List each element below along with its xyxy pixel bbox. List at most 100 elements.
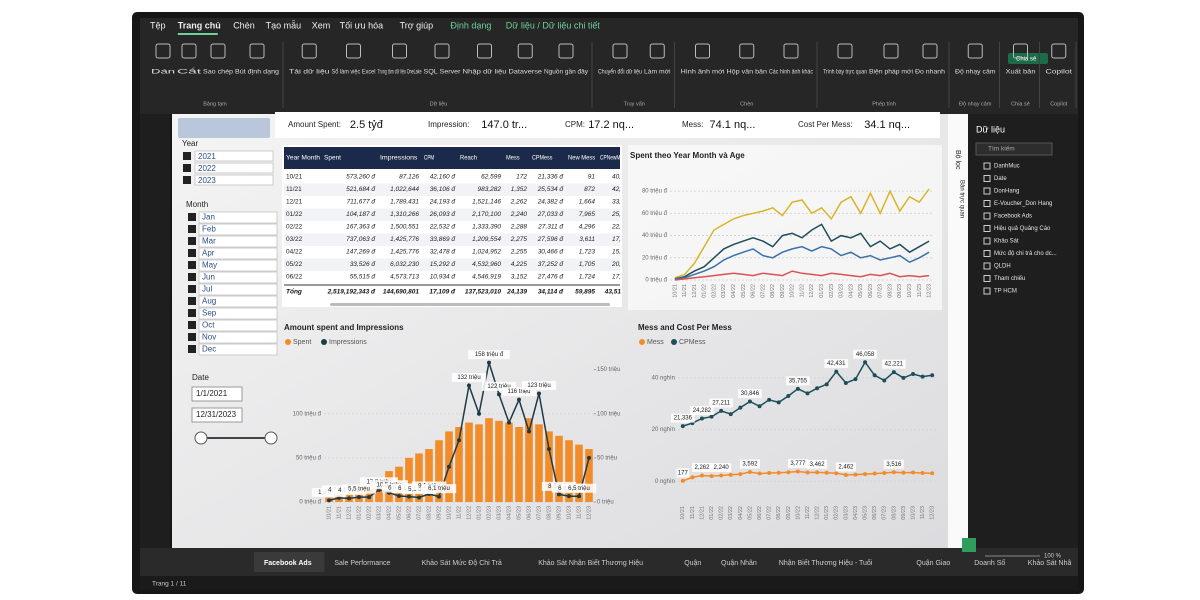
checkbox[interactable] (188, 321, 196, 329)
ribbon-tab[interactable]: Trang chủ (178, 20, 221, 30)
page-tab[interactable]: Sale Performance (334, 560, 390, 567)
table-header-cell[interactable]: Year Month (286, 155, 320, 162)
field[interactable]: Hiệu quả Quảng Cáo (994, 226, 1051, 232)
ribbon-button[interactable]: Xuất bản (1006, 70, 1036, 76)
side-tab[interactable]: Bộ lọc (954, 150, 961, 170)
ribbon-tab[interactable]: Dữ liệu / Dữ liệu chi tiết (506, 20, 601, 30)
ribbon-button[interactable]: Hình ảnh mới (681, 70, 725, 76)
slicer-item[interactable]: Jul (202, 285, 212, 294)
ribbon-button[interactable]: Làm mới (644, 70, 671, 76)
checkbox[interactable] (188, 225, 196, 233)
ribbon-button[interactable]: Sổ làm việc Excel (332, 69, 376, 76)
field[interactable]: Khảo Sát (994, 239, 1019, 245)
slicer-item-bg[interactable] (198, 283, 278, 296)
ribbon-tab[interactable]: Tệp (150, 20, 166, 30)
share-label[interactable]: Chia sẻ (1016, 57, 1037, 63)
checkbox[interactable] (188, 261, 196, 269)
table-header-cell[interactable]: Mess (506, 155, 520, 162)
date-start[interactable]: 1/1/2021 (196, 389, 228, 398)
table-header-cell[interactable]: Reach (460, 155, 477, 162)
field[interactable]: QLDH (994, 264, 1011, 270)
table-header-cell[interactable]: Impressions (380, 155, 418, 162)
active-page-tab[interactable] (254, 552, 325, 572)
add-page[interactable] (962, 538, 976, 552)
ribbon-tab[interactable]: Chèn (233, 20, 255, 30)
slicer-item-bg[interactable] (194, 150, 274, 162)
range-handle[interactable] (194, 431, 208, 445)
checkbox[interactable] (188, 237, 196, 245)
slicer-item[interactable]: 2022 (198, 164, 216, 173)
slicer-item-bg[interactable] (198, 247, 278, 260)
page-tab[interactable]: Quận Nhân (721, 560, 757, 567)
page-tab[interactable]: Khảo Sát Nhận Biết Thương Hiệu (538, 558, 643, 567)
filters-pane[interactable] (948, 114, 968, 548)
date-box[interactable] (191, 386, 243, 402)
slicer-item[interactable]: Dec (202, 345, 216, 354)
ribbon-button[interactable]: Nguồn gần đây (544, 70, 588, 76)
ribbon-button[interactable]: Trình bày trực quan (823, 70, 867, 76)
ribbon-button[interactable]: Hộp văn bản (727, 70, 768, 76)
ribbon-button[interactable]: Độ nhạy cảm (955, 70, 996, 76)
ribbon-button[interactable]: SQL Server (424, 70, 461, 76)
slicer-item-bg[interactable] (198, 271, 278, 284)
field[interactable]: Mức độ chi trả cho dc... (994, 251, 1057, 257)
ribbon-tab[interactable]: Tối ưu hóa (340, 20, 384, 30)
table-header-cell[interactable]: CPM (424, 155, 434, 162)
date-box[interactable] (191, 407, 243, 423)
field[interactable]: DonHang (994, 189, 1019, 195)
scrollbar[interactable] (330, 303, 610, 306)
slicer-item-bg[interactable] (198, 295, 278, 308)
checkbox[interactable] (183, 152, 191, 160)
ribbon-button[interactable]: Nhập dữ liệu (463, 70, 507, 76)
slicer-item[interactable]: 2023 (198, 176, 216, 185)
ribbon-button[interactable]: Tải dữ liệu (289, 70, 330, 76)
slicer-item-bg[interactable] (198, 343, 278, 356)
field[interactable]: E-Voucher_Don Hang (994, 201, 1052, 207)
checkbox[interactable] (183, 164, 191, 172)
page-tab[interactable]: Quận Giao (916, 560, 950, 567)
slicer-item[interactable]: Sep (202, 309, 217, 318)
slicer-item[interactable]: Oct (202, 321, 215, 330)
checkbox[interactable] (183, 176, 191, 184)
ribbon-button[interactable]: Copilot (1046, 70, 1073, 76)
table-header-cell[interactable]: Spent (324, 155, 341, 162)
page-tab[interactable]: Nhận Biết Thương Hiệu - Tuổi (779, 558, 873, 567)
ribbon-button[interactable]: Bút định dạng (235, 70, 279, 76)
ribbon-tab[interactable]: Xem (312, 20, 331, 30)
ribbon-button[interactable]: Trung tâm dữ liệu OneLake (378, 70, 422, 76)
ribbon-button[interactable]: Sao chép (203, 70, 234, 76)
checkbox[interactable] (188, 297, 196, 305)
date-end[interactable]: 12/31/2023 (196, 410, 237, 419)
pane-title[interactable]: Dữ liệu (976, 124, 1005, 134)
search-placeholder[interactable]: Tìm kiếm (988, 144, 1015, 153)
ribbon-tab[interactable]: Tạo mẫu (266, 20, 302, 30)
slicer-item-bg[interactable] (198, 223, 278, 236)
checkbox[interactable] (188, 273, 196, 281)
field[interactable]: Date (994, 176, 1007, 182)
ribbon-button[interactable]: Dataverse (509, 70, 543, 76)
page-tab[interactable]: Doanh Số (974, 558, 1005, 567)
ribbon-tab[interactable]: Trợ giúp (400, 20, 434, 30)
slicer-item[interactable]: 2021 (198, 152, 216, 161)
field[interactable]: Facebook Ads (994, 214, 1032, 220)
field[interactable]: DanhMuc (994, 164, 1020, 170)
table-header-cell[interactable]: CPMess (532, 155, 553, 162)
slicer-item-bg[interactable] (198, 259, 278, 272)
ribbon-button[interactable]: Chuyển đổi dữ liệu (598, 69, 642, 76)
table-header-cell[interactable]: New Mess (568, 155, 596, 162)
slicer-item[interactable]: Jun (202, 273, 215, 282)
slicer-item-bg[interactable] (198, 331, 278, 344)
ribbon-tab[interactable]: Định dạng (450, 20, 491, 30)
slicer-item[interactable]: May (202, 261, 217, 270)
ribbon-button[interactable]: Các hình ảnh khác (769, 70, 813, 76)
slicer-item-bg[interactable] (198, 319, 278, 332)
field[interactable]: TP HCM (994, 289, 1017, 295)
slicer-item-bg[interactable] (194, 162, 274, 174)
slicer-item-bg[interactable] (198, 307, 278, 320)
page-tab[interactable]: Facebook Ads (264, 560, 312, 567)
field[interactable]: Tham chiếu (994, 276, 1025, 282)
slicer-item-bg[interactable] (198, 211, 278, 224)
checkbox[interactable] (188, 333, 196, 341)
ribbon-button[interactable]: Đo nhanh (915, 70, 945, 76)
range-handle[interactable] (264, 431, 278, 445)
